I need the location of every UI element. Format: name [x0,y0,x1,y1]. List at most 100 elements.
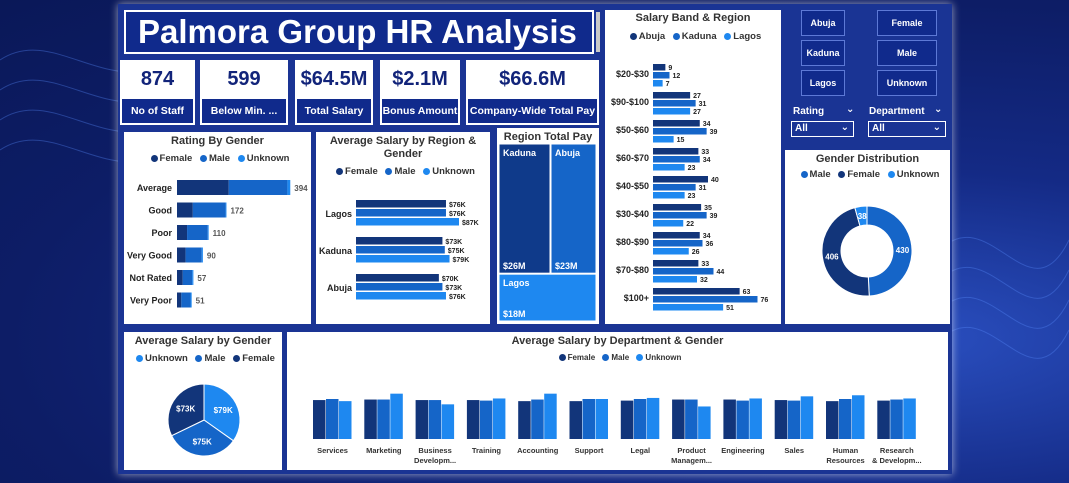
band-bar-abuja [653,288,740,295]
band-bar-value: 39 [710,213,718,220]
rating-category-label: Not Rated [130,273,173,283]
region-category-label: Abuja [327,283,353,293]
kpi-card-staff: 874 No of Staff [120,60,195,125]
dept-bar-male [736,400,749,439]
dept-bar-male [531,399,544,439]
chart-legend: Female Male Unknown [316,166,490,177]
chart-title: Gender Distribution [815,153,920,165]
avg-salary-region-card: Average Salary by Region & Gender Female… [316,132,490,324]
chart-title: Rating By Gender [171,135,264,147]
legend-dot-abuja [629,32,637,40]
kpi-label: Bonus Amount [382,99,458,123]
pie-slice-female [167,383,205,437]
dept-bar-female [672,399,685,439]
band-category-label: $30-$40 [616,209,649,219]
band-bar-kaduna [653,212,707,219]
band-category-label: $40-$50 [616,181,649,191]
dept-category-label: Sales [784,446,804,455]
dept-bar-female [774,400,788,439]
chart-legend: Unknown Male Female [124,353,282,364]
band-bar-value: 33 [701,149,709,156]
treemap-value-label: $23M [555,261,578,271]
chevron-down-icon[interactable]: ⌄ [934,104,943,115]
dept-bar-unknown [492,398,506,439]
dept-bar-male [633,399,647,439]
band-bar-value: 76 [761,297,769,304]
rating-bar-male [181,292,191,308]
rating-bar-female [177,270,183,285]
region-bar-value: $70K [442,276,459,283]
legend-label: Kaduna [681,31,717,42]
slicer-button-lagos[interactable]: Lagos [801,70,845,96]
donut-slice-label: 38 [858,212,867,221]
kpi-value: $64.5M [300,68,368,90]
band-bar-kaduna [653,100,696,107]
band-bar-value: 31 [699,101,707,108]
chart-title: Average Salary by Gender [134,335,272,347]
chevron-down-icon[interactable]: ⌄ [846,104,855,115]
legend-dot-unknown [887,170,895,178]
dept-bar-female [364,399,377,439]
legend-label: Female [345,166,378,177]
band-bar-value: 31 [699,185,707,192]
band-bar-value: 26 [692,249,700,256]
legend-dot-female [150,154,158,162]
band-bar-value: 23 [688,165,696,172]
rating-total-label: 90 [207,252,216,261]
rating-total-label: 51 [196,297,205,306]
band-bar-value: 40 [711,177,719,184]
donut-slice-unknown [854,205,868,227]
dept-category-label: Support [575,446,604,455]
rating-dropdown[interactable]: All ⌄ [791,121,854,137]
dashboard-title-bar: Palmora Group HR Analysis [124,10,600,54]
legend-dot-unknown [423,167,431,175]
kpi-label: Total Salary [297,99,371,123]
region-bar-value: $76K [449,211,466,218]
dept-bar-unknown [544,393,557,439]
band-bar-abuja [653,120,700,127]
slicer-button-abuja[interactable]: Abuja [801,10,845,36]
salary-band-region-card: Salary Band & Region Abuja Kaduna Lagos … [605,10,781,324]
treemap-value-label: $26M [503,261,526,271]
slicer-button-female[interactable]: Female [877,10,937,36]
slicer-button-kaduna[interactable]: Kaduna [801,40,845,66]
kpi-card-total-pay: $66.6M Company-Wide Total Pay [466,60,599,125]
region-bar-value: $73K [445,285,462,292]
dept-category-label: Accounting [517,446,559,455]
band-bar-lagos [653,304,724,311]
slicer-button-male[interactable]: Male [877,40,937,66]
department-dropdown[interactable]: All ⌄ [868,121,946,137]
dept-category-label: Human Resources [826,446,864,465]
region-bar-unknown [356,292,446,300]
band-bar-value: 27 [693,109,701,116]
region-bar-female [356,200,446,208]
rating-bar-male [187,225,208,240]
rating-bar-unknown [207,225,209,240]
dept-bar-female [518,401,531,439]
dept-bar-female [466,400,480,439]
band-bar-value: 22 [686,221,694,228]
kpi-value: 874 [140,68,175,90]
band-bar-lagos [653,80,663,87]
band-bar-abuja [653,64,666,71]
rating-category-label: Very Poor [130,296,173,306]
chart-title: Salary Band & Region [635,12,751,24]
dept-bar-male [582,399,595,439]
legend-label: Male [809,169,831,180]
treemap-tile-kaduna [498,143,551,274]
treemap-region-label: Kaduna [503,148,537,158]
legend-dot-kaduna [672,32,680,40]
legend-dot-female [233,354,241,362]
dept-category-label: Product Managem... [671,446,712,465]
legend-dot-male [385,167,393,175]
donut-slice-label: 430 [896,246,910,255]
treemap-tile-abuja [550,143,597,274]
region-bar-female [356,274,439,282]
slicer-button-unknown[interactable]: Unknown [877,70,937,96]
rating-by-gender-chart: Average 394 Good 172 Poor 110 Very Good 90 Not R… [127,180,308,308]
band-bar-value: 35 [704,205,712,212]
kpi-label: No of Staff [122,99,193,123]
gender-distribution-card: Gender Distribution Male Female Unknown … [785,150,950,324]
legend-label: Unknown [645,353,682,362]
legend-label: Unknown [896,169,940,180]
